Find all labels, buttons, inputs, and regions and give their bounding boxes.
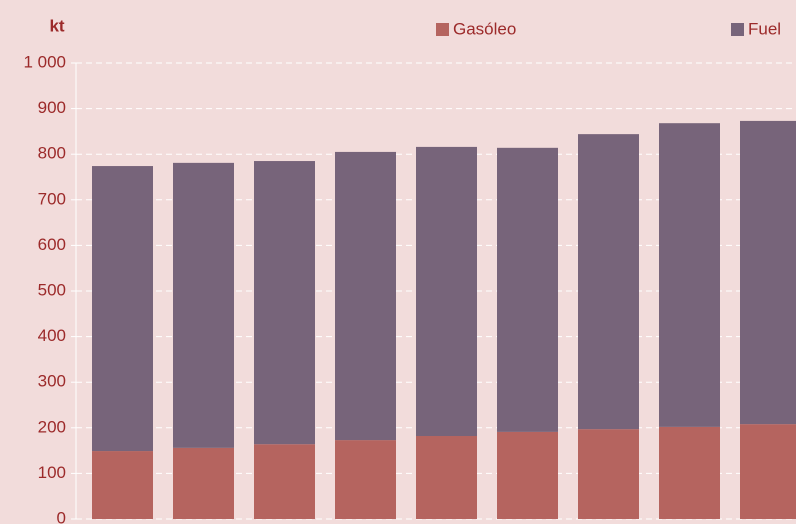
y-tick-label: 200	[38, 417, 66, 436]
y-tick-label: 500	[38, 280, 66, 299]
y-tick-label: 300	[38, 372, 66, 391]
bar-segment	[659, 426, 720, 519]
bar-segment	[92, 166, 153, 452]
bar-segment	[335, 151, 396, 441]
y-tick-label: 900	[38, 98, 66, 117]
y-tick-label: 1 000	[23, 52, 66, 71]
bar-segment	[740, 120, 796, 425]
bar-segment	[416, 146, 477, 437]
y-axis-label: kt	[49, 16, 64, 35]
y-tick-label: 400	[38, 326, 66, 345]
y-tick-label: 100	[38, 463, 66, 482]
bar-segment	[578, 134, 639, 430]
bar-segment	[335, 440, 396, 519]
legend-swatch	[731, 23, 744, 36]
bar-segment	[659, 123, 720, 427]
bar-segment	[740, 424, 796, 519]
bar-segment	[254, 444, 315, 519]
bar-segment	[416, 436, 477, 519]
bar-segment	[92, 451, 153, 519]
y-tick-label: 0	[57, 508, 66, 524]
legend-label: Fuel	[748, 19, 781, 38]
bar-segment	[254, 161, 315, 445]
y-tick-label: 700	[38, 189, 66, 208]
bar-segment	[173, 162, 234, 448]
bar-segment	[497, 147, 558, 432]
bar-segment	[497, 431, 558, 519]
bar-segment	[578, 429, 639, 519]
legend-swatch	[436, 23, 449, 36]
legend-label: Gasóleo	[453, 19, 516, 38]
y-tick-label: 600	[38, 235, 66, 254]
y-tick-label: 800	[38, 144, 66, 163]
bar-segment	[173, 447, 234, 519]
